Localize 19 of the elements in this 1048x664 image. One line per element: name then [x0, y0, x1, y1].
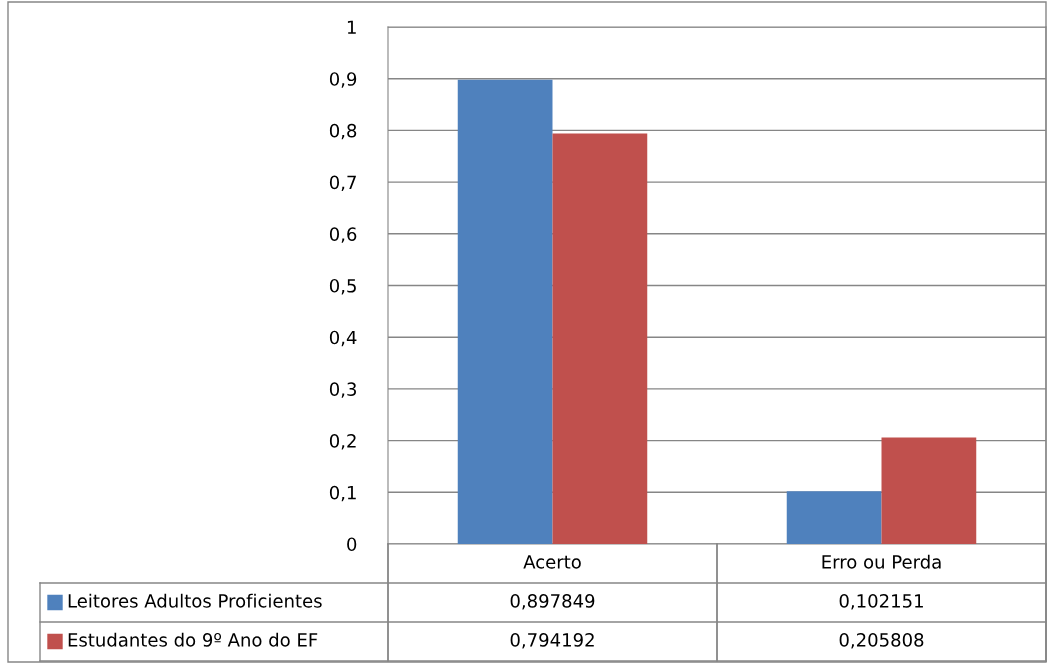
y-tick-label: 0,5: [329, 278, 356, 295]
x-tick-label: Erro ou Perda: [822, 554, 941, 569]
y-tick-label: 0,9: [329, 72, 357, 88]
legend-label: Leitores Adultos Proficientes: [68, 593, 322, 608]
data-label: 0,897849: [510, 594, 595, 610]
data-label: 0,102151: [839, 594, 923, 610]
y-tick-label: 0,4: [329, 330, 357, 347]
y-tick-label: 0: [347, 537, 357, 552]
y-tick-label: 0,2: [329, 434, 356, 450]
legend-label: Estudantes do 9º Ano do EF: [68, 632, 318, 647]
y-tick-label: 1: [347, 20, 356, 34]
y-tick-label: 0,7: [329, 175, 356, 192]
y-tick-label: 0,3: [329, 382, 356, 398]
y-tick-label: 0,6: [329, 227, 357, 243]
data-label: 0,205808: [839, 633, 924, 649]
x-tick-label: Acerto: [523, 555, 581, 569]
y-tick-label: 0,1: [329, 485, 356, 502]
data-label: 0,794192: [510, 633, 594, 649]
y-tick-label: 0,8: [329, 123, 357, 140]
